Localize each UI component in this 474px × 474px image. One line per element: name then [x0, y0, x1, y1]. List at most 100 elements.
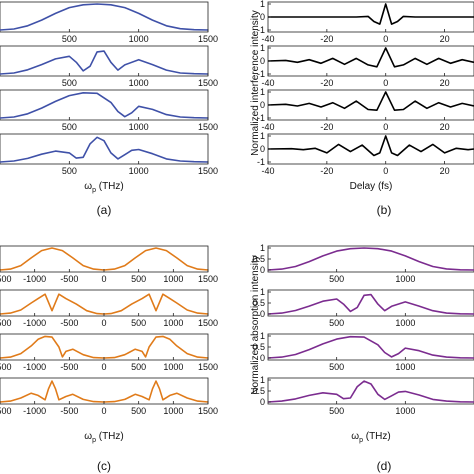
- chart-a-panel-2: 500 1000 1500: [0, 45, 218, 88]
- x-tick-label: 0: [101, 362, 106, 372]
- y-tick-label: 0: [260, 144, 265, 154]
- chart-c-panel-4: -1500 -1000 -500 0 500 1000 1500: [0, 377, 218, 416]
- y-axis-label: Normalized absorption intensity: [250, 255, 261, 395]
- y-tick-label: 0: [260, 100, 265, 110]
- y-axis-label: Normalized interference intensity: [250, 10, 261, 156]
- y-tick-label: 1: [260, 0, 265, 9]
- chart-a: 500 1000 1500 500 1000 1500 500 1000 1500 500 1000…: [0, 1, 218, 217]
- x-tick-label: -1000: [23, 318, 46, 328]
- chart-c-panel-2: -1500 -1000 -500 0 500 1000 1500: [0, 289, 218, 328]
- x-tick-label: 1000: [163, 362, 183, 372]
- x-tick-label: 1500: [198, 34, 218, 44]
- subfigure-caption: (b): [377, 203, 392, 217]
- x-tick-label: 500: [62, 34, 77, 44]
- y-tick-label: 0: [260, 56, 265, 66]
- chart-a-panel-3: 500 1000 1500: [0, 89, 218, 132]
- x-tick-label: 1500: [198, 362, 218, 372]
- chart-b-panel-3: -1 0 1 -40 -20 0 20: [257, 87, 474, 132]
- x-tick-label: 20: [440, 166, 450, 176]
- x-tick-label: -1000: [23, 362, 46, 372]
- y-tick-label: -1: [257, 69, 265, 79]
- x-tick-label: -1500: [0, 406, 12, 416]
- x-tick-label: 1000: [129, 166, 149, 176]
- x-tick-label: -1500: [0, 362, 12, 372]
- x-tick-label: 20: [440, 34, 450, 44]
- y-tick-label: -1: [257, 157, 265, 167]
- series-line: [267, 335, 474, 359]
- x-tick-label: -1000: [23, 274, 46, 284]
- x-tick-label: 500: [62, 122, 77, 132]
- chart-c-panel-3: -1500 -1000 -500 0 500 1000 1500: [0, 333, 218, 372]
- series-line: [0, 136, 209, 163]
- x-tick-label: 1000: [129, 78, 149, 88]
- y-tick-label: 0.5: [252, 298, 265, 308]
- panel-frame: [0, 377, 209, 405]
- chart-b-panel-1: -1 0 1 -40 -20 0 20: [257, 0, 474, 44]
- y-tick-label: 0: [260, 12, 265, 22]
- x-tick-label: 500: [131, 274, 146, 284]
- series-line: [267, 135, 474, 157]
- panel-frame: [0, 133, 209, 165]
- series-line: [0, 92, 209, 119]
- x-tick-label: 20: [440, 78, 450, 88]
- y-tick-label: 1: [260, 131, 265, 141]
- x-tick-label: -40: [261, 78, 274, 88]
- x-tick-label: 500: [131, 362, 146, 372]
- x-tick-label: -20: [320, 78, 333, 88]
- y-tick-label: 1: [260, 331, 265, 341]
- y-tick-label: 1: [260, 375, 265, 385]
- chart-c: -1500 -1000 -500 0 500 1000 1500 -1500 -1000 -500…: [0, 245, 218, 473]
- x-tick-label: -40: [261, 166, 274, 176]
- x-tick-label: 1500: [198, 274, 218, 284]
- x-tick-label: 500: [131, 406, 146, 416]
- x-tick-label: 500: [131, 318, 146, 328]
- x-tick-label: 500: [62, 78, 77, 88]
- x-tick-label: -20: [320, 122, 333, 132]
- x-tick-label: 1000: [395, 406, 415, 416]
- panel-frame: [0, 89, 209, 121]
- x-tick-label: 1000: [163, 318, 183, 328]
- x-tick-label: 1000: [163, 406, 183, 416]
- x-tick-label: 1000: [129, 34, 149, 44]
- subfigure-caption: (d): [377, 459, 392, 473]
- series-line: [267, 293, 474, 315]
- series-line: [268, 3, 474, 25]
- series-line: [0, 50, 209, 75]
- x-tick-label: 1000: [395, 362, 415, 372]
- x-tick-label: 0: [101, 318, 106, 328]
- x-tick-label: -20: [320, 166, 333, 176]
- x-axis-label: Delay (fs): [350, 181, 393, 192]
- x-tick-label: 500: [62, 166, 77, 176]
- series-line: [267, 380, 474, 403]
- y-tick-label: 0.5: [252, 254, 265, 264]
- chart-d-panel-4: 00.51 500 1000: [252, 375, 474, 416]
- x-tick-label: 1000: [129, 122, 149, 132]
- chart-d-panel-1: 00.51 500 1000: [252, 243, 474, 284]
- x-tick-label: 20: [440, 122, 450, 132]
- series-line: [267, 91, 474, 111]
- y-tick-label: -1: [257, 25, 265, 35]
- panel-frame: [0, 45, 209, 77]
- panel-frame: [0, 333, 209, 361]
- chart-a-panel-1: 500 1000 1500: [0, 1, 218, 44]
- x-tick-label: -500: [60, 406, 78, 416]
- panel-frame: [0, 1, 209, 33]
- series-line: [267, 47, 474, 68]
- x-tick-label: -500: [60, 318, 78, 328]
- x-axis-label: ωp (THz): [84, 431, 124, 444]
- y-tick-label: 0: [260, 265, 265, 275]
- y-tick-label: 0: [260, 353, 265, 363]
- y-tick-label: 0.5: [252, 386, 265, 396]
- chart-a-panel-4: 500 1000 1500: [0, 133, 218, 176]
- y-tick-label: 0: [260, 397, 265, 407]
- y-tick-label: -1: [257, 113, 265, 123]
- x-tick-label: 1500: [198, 406, 218, 416]
- x-tick-label: 500: [329, 362, 344, 372]
- x-tick-label: 500: [329, 274, 344, 284]
- y-tick-label: 1: [260, 287, 265, 297]
- x-tick-label: 1500: [198, 78, 218, 88]
- x-tick-label: -20: [320, 34, 333, 44]
- x-tick-label: 0: [101, 406, 106, 416]
- chart-b: -101-40 -20 0 20-101-40 -20 0 20-101-40 -20 0 20-…: [250, 0, 474, 217]
